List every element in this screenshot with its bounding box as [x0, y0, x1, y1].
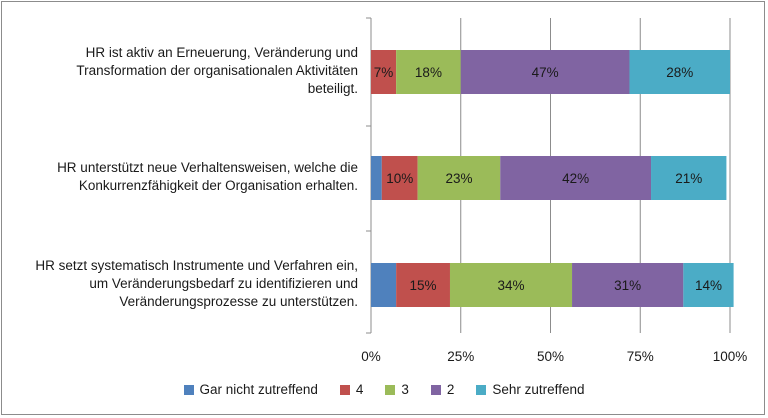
- bar-segment: [371, 156, 382, 200]
- category-label-3: HR setzt systematisch Instrumente und Ve…: [35, 258, 358, 309]
- bar-segment: [371, 263, 397, 307]
- data-label: 28%: [666, 65, 693, 80]
- data-label: 14%: [695, 278, 722, 293]
- legend-label: 2: [446, 382, 455, 397]
- data-label: 7%: [374, 65, 394, 80]
- legend-swatch: [476, 384, 487, 395]
- legend-item-sehr: Sehr zutreffend: [476, 382, 584, 397]
- legend-item-3: 3: [385, 382, 409, 397]
- data-label: 31%: [614, 278, 641, 293]
- data-label: 47%: [532, 65, 559, 80]
- legend-swatch: [183, 384, 194, 395]
- bar-segment: [396, 263, 450, 307]
- bar-segment: [417, 156, 501, 200]
- x-tick-label: 50%: [537, 349, 564, 364]
- data-label: 21%: [675, 171, 702, 186]
- legend-item-4: 4: [339, 382, 364, 397]
- bar-segment: [500, 156, 652, 200]
- legend-item-gar-nicht: Gar nicht zutreffend: [183, 382, 318, 397]
- data-label: 23%: [445, 171, 472, 186]
- bar-segment: [449, 263, 573, 307]
- legend-item-2: 2: [430, 382, 455, 397]
- legend: Gar nicht zutreffend 4 3 2 Sehr zutreffe…: [0, 382, 768, 397]
- data-label: 34%: [497, 278, 524, 293]
- bar-segment: [371, 50, 397, 94]
- bar-segment: [396, 50, 461, 94]
- category-label-1: HR ist aktiv an Erneuerung, Veränderung …: [76, 45, 358, 96]
- x-tick-label: 0%: [361, 349, 381, 364]
- data-label: 10%: [386, 171, 413, 186]
- data-label: 42%: [562, 171, 589, 186]
- legend-swatch: [385, 384, 396, 395]
- legend-swatch: [339, 384, 350, 395]
- bar-segment: [572, 263, 684, 307]
- bar-segment: [651, 156, 727, 200]
- category-label-2: HR unterstützt neue Verhaltensweisen, we…: [57, 160, 358, 193]
- bar-segment: [683, 263, 734, 307]
- x-tick-label: 75%: [627, 349, 654, 364]
- legend-label: Sehr zutreffend: [492, 382, 585, 397]
- legend-label: 3: [401, 382, 409, 397]
- legend-label: 4: [355, 382, 364, 397]
- legend-label: Gar nicht zutreffend: [199, 382, 318, 397]
- x-tick-label: 25%: [447, 349, 474, 364]
- data-label: 18%: [415, 65, 442, 80]
- bar-segment: [381, 156, 418, 200]
- x-tick-label: 100%: [713, 349, 748, 364]
- data-label: 15%: [410, 278, 437, 293]
- legend-swatch: [430, 384, 441, 395]
- bar-segment: [460, 50, 630, 94]
- bar-segment: [629, 50, 730, 94]
